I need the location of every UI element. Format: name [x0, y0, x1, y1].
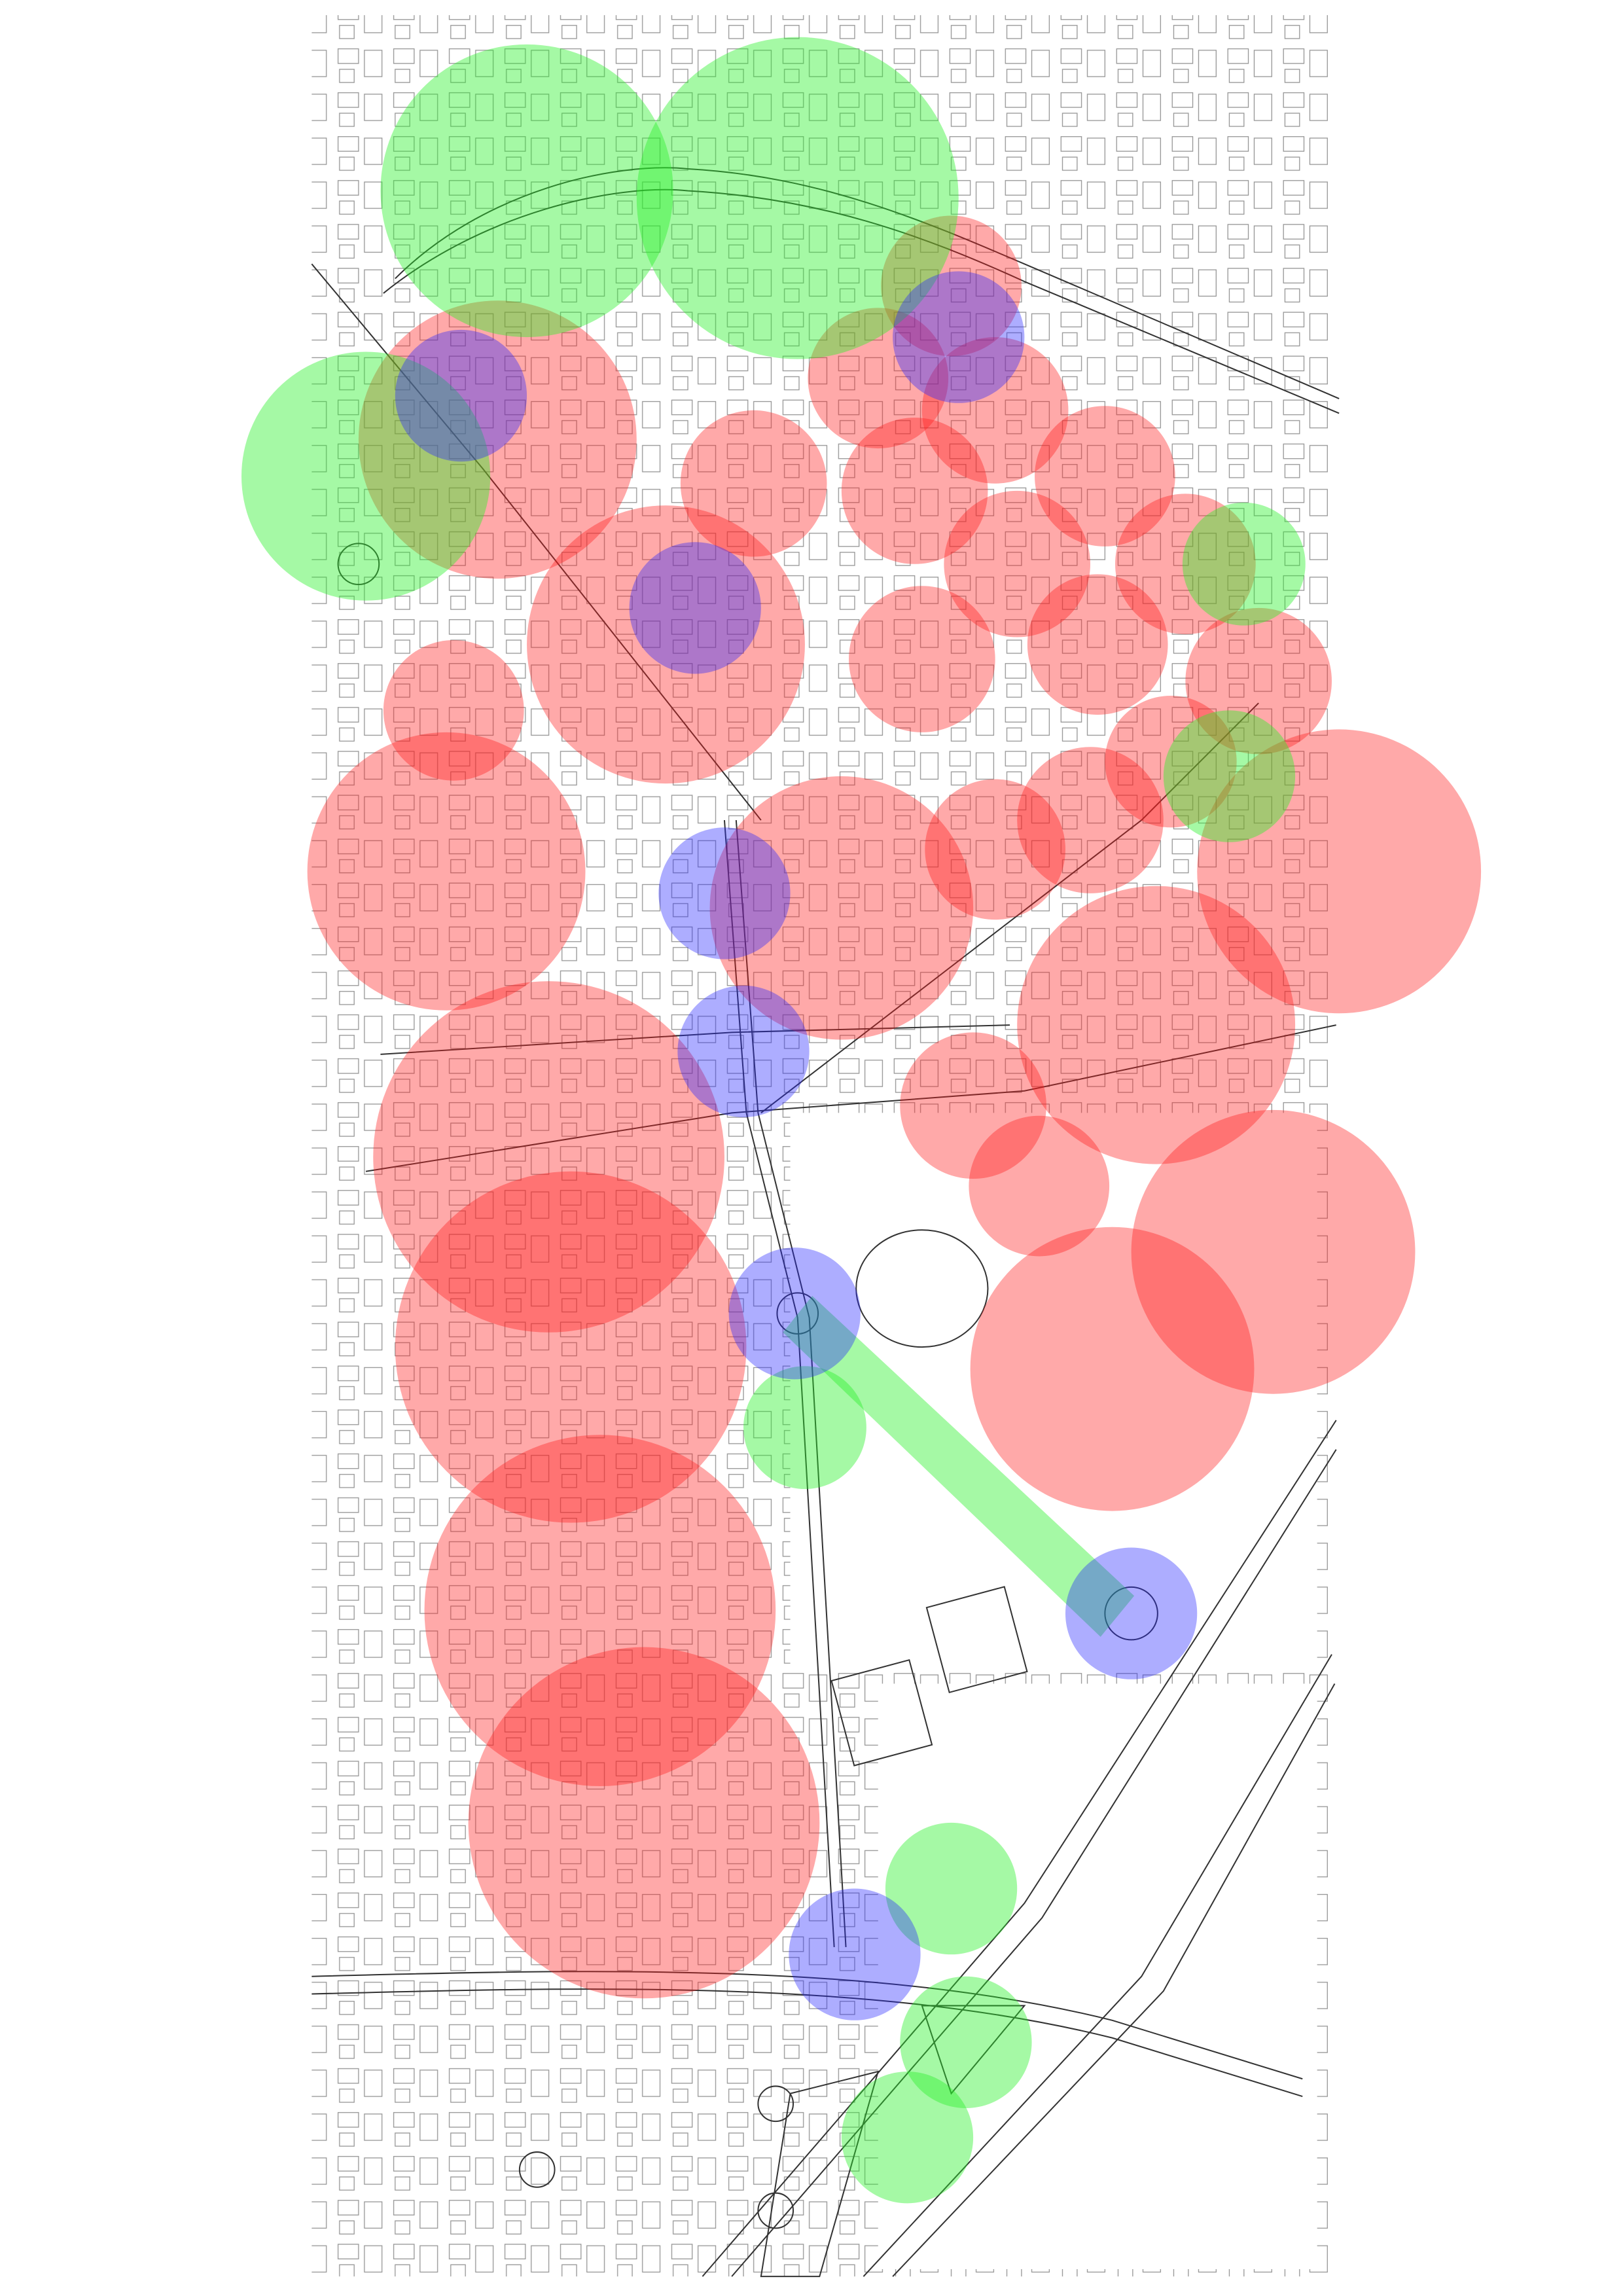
- blue-nodes: [395, 271, 1198, 2020]
- base-map: [311, 15, 1340, 2278]
- green-zones: [241, 37, 1306, 2204]
- red-zones: [307, 215, 1482, 1999]
